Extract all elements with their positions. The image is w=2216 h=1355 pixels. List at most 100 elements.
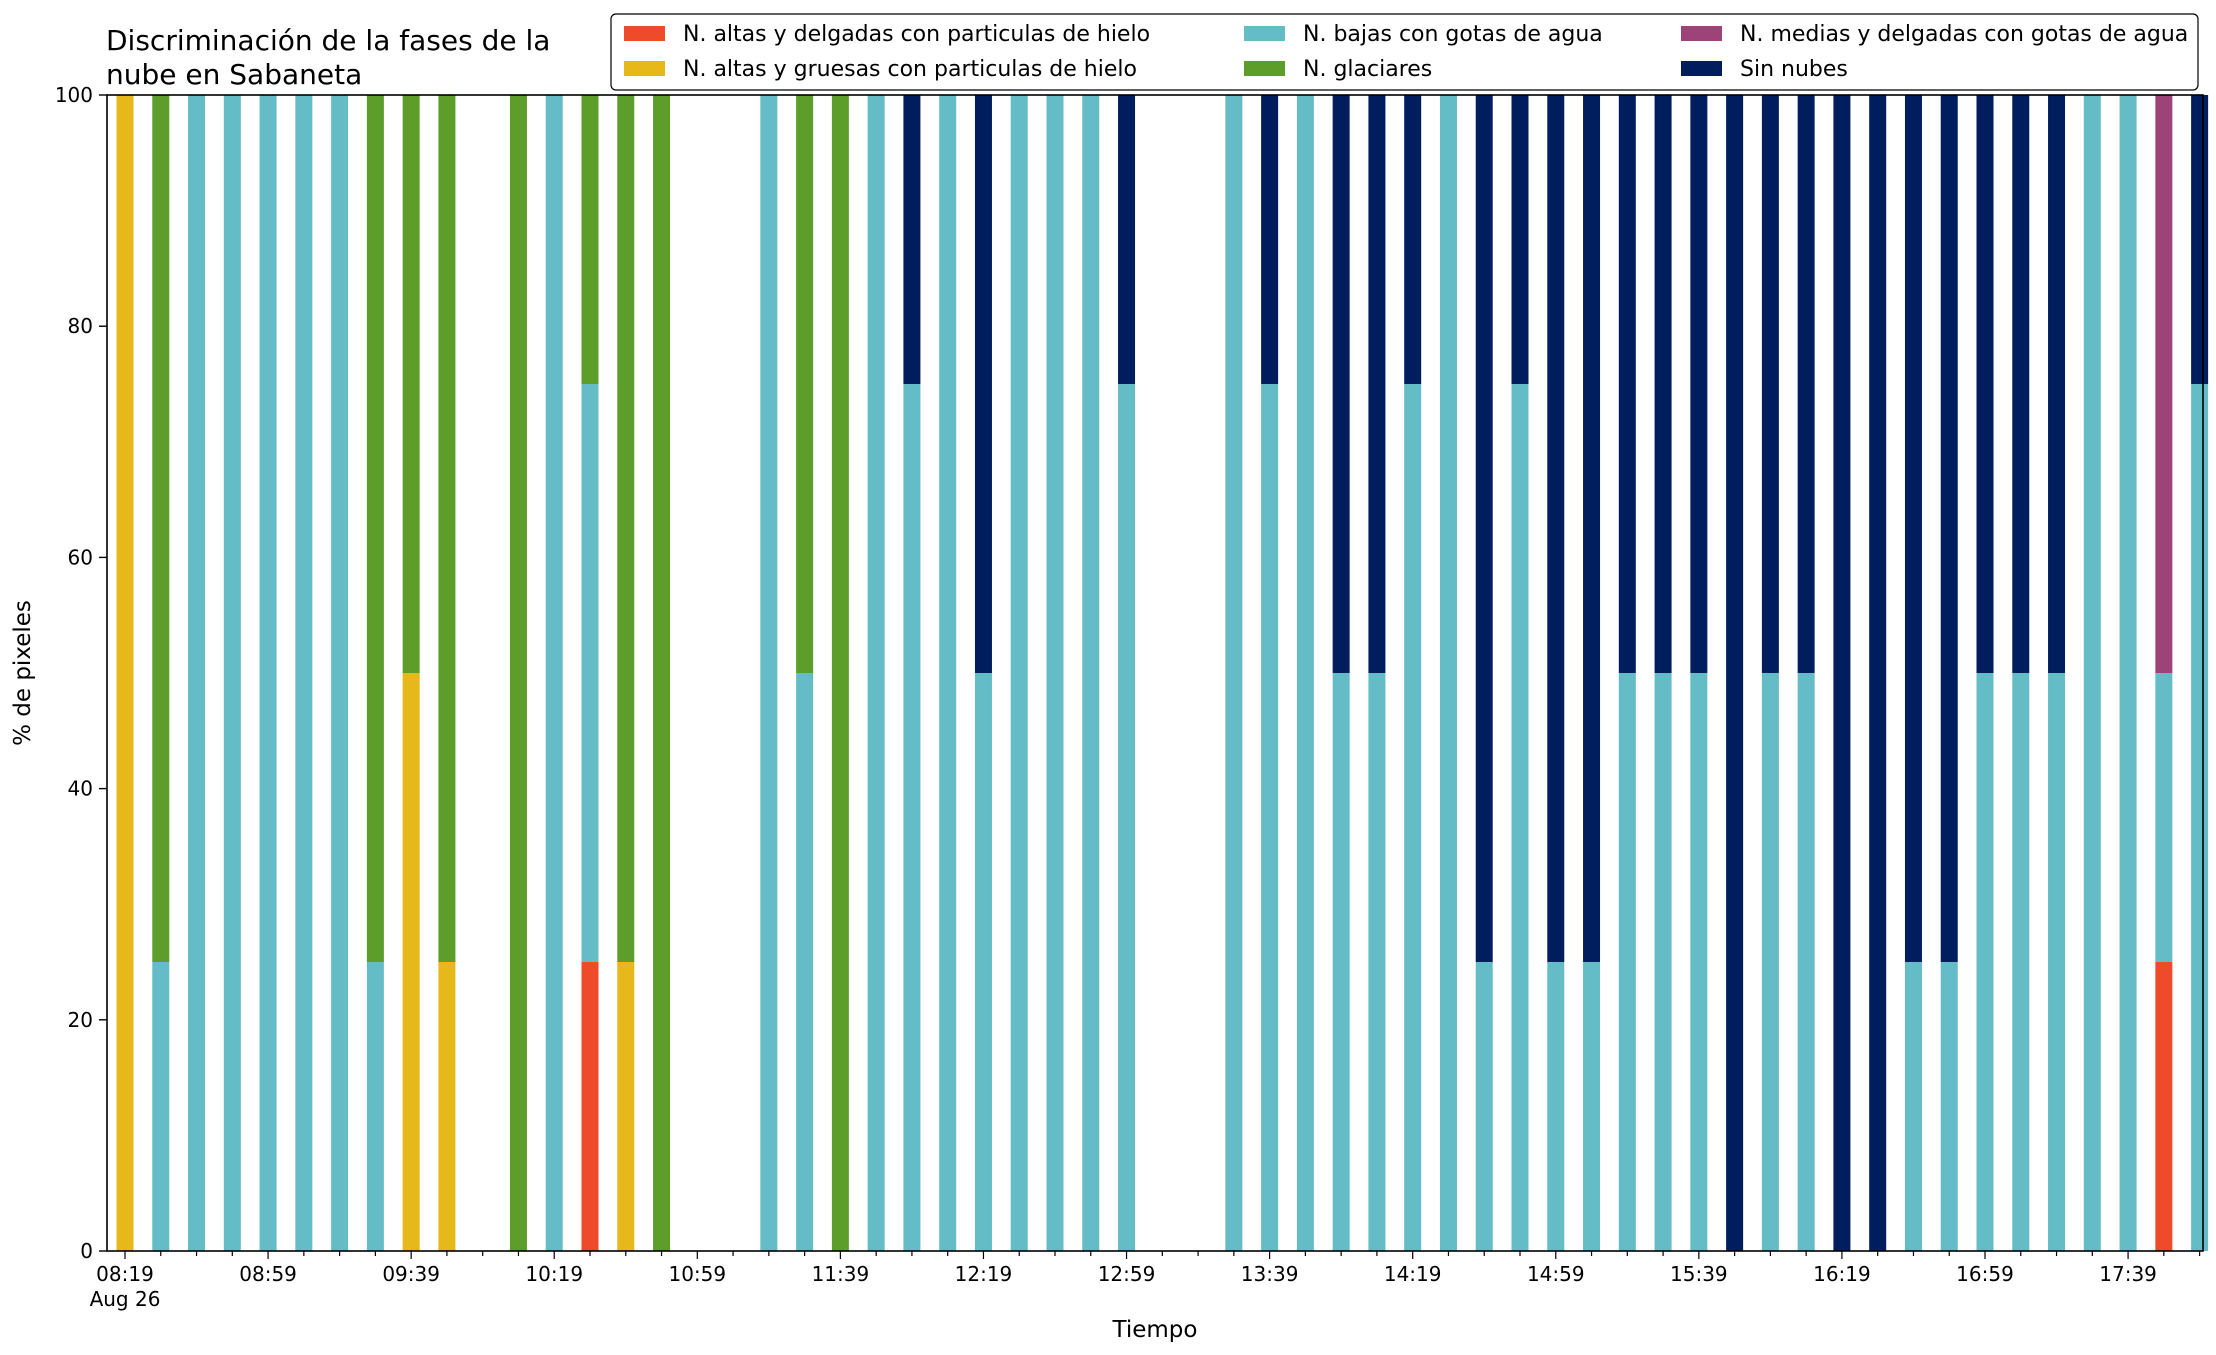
- bar-segment: [152, 962, 170, 1251]
- y-axis-label: % de pixeles: [10, 600, 36, 746]
- bar-segment: [2119, 95, 2137, 1251]
- bar-segment: [974, 95, 992, 673]
- legend-swatch: [624, 61, 665, 76]
- bar-segment: [2048, 673, 2066, 1251]
- bar-segment: [2048, 95, 2066, 673]
- x-tick-label: 08:19: [96, 1262, 154, 1286]
- bar-segment: [2012, 673, 2030, 1251]
- bar-segment: [1475, 95, 1493, 962]
- legend-swatch: [1244, 26, 1285, 41]
- bar-segment: [1332, 95, 1350, 673]
- bar-segment: [331, 95, 349, 1251]
- bar-segment: [366, 95, 384, 962]
- bar-segment: [617, 95, 635, 962]
- x-axis: 08:19 08:59 09:39 10:19 10:59 11:39 12:19 12:59…: [90, 1251, 2201, 1311]
- bar-segment: [1618, 95, 1636, 673]
- x-tick-label: 12:59: [1098, 1262, 1156, 1286]
- x-tick-label: 13:39: [1241, 1262, 1299, 1286]
- bar-segment: [867, 95, 885, 1251]
- bar-segment: [1511, 384, 1529, 1251]
- bar-segment: [2012, 95, 2030, 673]
- bar-segment: [1332, 673, 1350, 1251]
- x-tick-label: 15:39: [1670, 1262, 1728, 1286]
- bar-segment: [1869, 95, 1887, 1251]
- bar-segment: [1654, 95, 1672, 673]
- bar-segment: [1690, 673, 1708, 1251]
- bar-segment: [1690, 95, 1708, 673]
- bar-segment: [760, 95, 778, 1251]
- y-tick-label: 60: [68, 545, 93, 569]
- bar-segment: [1404, 384, 1422, 1251]
- x-tick-label: 16:19: [1813, 1262, 1871, 1286]
- bar-segment: [188, 95, 206, 1251]
- bar-segment: [1761, 673, 1779, 1251]
- bar-segment: [581, 962, 599, 1251]
- bar-segment: [1368, 673, 1386, 1251]
- bar-segment: [1654, 673, 1672, 1251]
- legend-label: N. altas y gruesas con particulas de hie…: [683, 57, 1137, 82]
- chart-title-line-2: nube en Sabaneta: [106, 58, 362, 91]
- bar-segment: [259, 95, 277, 1251]
- bar-segment: [2155, 673, 2173, 962]
- x-tick-label: 12:19: [955, 1262, 1013, 1286]
- legend-label: N. bajas con gotas de agua: [1303, 22, 1603, 47]
- x-axis-label: Tiempo: [1112, 1317, 1198, 1343]
- bar-segment: [438, 95, 456, 962]
- bar-segment: [2191, 384, 2209, 1251]
- bar-segment: [939, 95, 957, 1251]
- bar-segment: [1225, 95, 1243, 1251]
- bar-segment: [1475, 962, 1493, 1251]
- bar-segment: [509, 95, 527, 1251]
- x-tick-sublabel: Aug 26: [90, 1287, 161, 1311]
- legend-label: N. glaciares: [1303, 57, 1432, 82]
- bar-segment: [1940, 962, 1958, 1251]
- bar-segment: [223, 95, 241, 1251]
- bar-segment: [1010, 95, 1028, 1251]
- chart-title-line-1: Discriminación de la fases de la: [106, 24, 550, 57]
- x-tick-label: 16:59: [1956, 1262, 2014, 1286]
- bar-segment: [295, 95, 313, 1251]
- bar-segment: [1261, 384, 1279, 1251]
- bar-segment: [402, 673, 420, 1251]
- bar-segment: [438, 962, 456, 1251]
- y-axis: 0 20 40 60 80 100: [55, 83, 107, 1263]
- bar-segment: [903, 384, 921, 1251]
- bar-segment: [974, 673, 992, 1251]
- bars-layer: [116, 95, 2209, 1251]
- legend-swatch: [1681, 61, 1722, 76]
- bar-segment: [1296, 95, 1314, 1251]
- chart-title: Discriminación de la fases de la nube en…: [106, 24, 550, 91]
- bar-segment: [402, 95, 420, 673]
- bar-segment: [581, 384, 599, 962]
- x-tick-label: 14:19: [1384, 1262, 1442, 1286]
- y-tick-label: 80: [68, 314, 93, 338]
- bar-segment: [1261, 95, 1279, 384]
- legend-label: N. medias y delgadas con gotas de agua: [1740, 22, 2188, 47]
- bar-segment: [1118, 384, 1136, 1251]
- bar-segment: [1726, 95, 1744, 1251]
- legend-swatch: [1681, 26, 1722, 41]
- x-tick-label: 09:39: [382, 1262, 440, 1286]
- plot-frame: [106, 94, 2204, 1252]
- bar-segment: [903, 95, 921, 384]
- bar-segment: [581, 95, 599, 384]
- bar-segment: [1082, 95, 1100, 1251]
- bar-segment: [1618, 673, 1636, 1251]
- bar-segment: [1583, 962, 1601, 1251]
- bar-segment: [2191, 95, 2209, 384]
- legend-frame: [610, 13, 2199, 91]
- y-tick-label: 40: [68, 777, 93, 801]
- bar-segment: [2155, 962, 2173, 1251]
- bar-segment: [617, 962, 635, 1251]
- bar-segment: [2083, 95, 2101, 1251]
- bar-segment: [1940, 95, 1958, 962]
- bar-segment: [1547, 962, 1565, 1251]
- bar-segment: [1761, 95, 1779, 673]
- bar-segment: [116, 95, 134, 1251]
- bar-segment: [1797, 95, 1815, 673]
- bar-segment: [1368, 95, 1386, 673]
- bar-segment: [1976, 673, 1994, 1251]
- legend-swatch: [1244, 61, 1285, 76]
- bar-segment: [1511, 95, 1529, 384]
